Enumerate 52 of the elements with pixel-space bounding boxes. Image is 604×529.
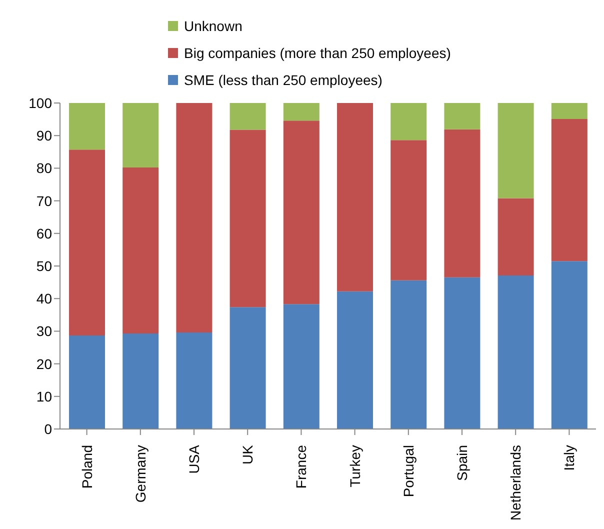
bar xyxy=(122,168,159,334)
bar xyxy=(283,120,320,304)
y-tick-label: 10 xyxy=(36,388,52,404)
y-tick-label: 0 xyxy=(44,420,52,437)
y-tick-label: 50 xyxy=(36,258,52,274)
bar xyxy=(230,103,266,130)
bar xyxy=(551,103,588,119)
x-tick-label: Portugal xyxy=(400,445,416,498)
bar xyxy=(337,291,373,429)
bar xyxy=(122,333,159,429)
bar xyxy=(390,280,427,429)
bar xyxy=(283,103,320,121)
y-tick-label: 30 xyxy=(36,323,52,340)
legend-label: Big companies (more than 250 employees) xyxy=(184,44,451,60)
bar xyxy=(551,261,588,429)
legend-label: Unknown xyxy=(184,18,242,34)
bar xyxy=(69,103,105,150)
y-tick-label: 90 xyxy=(36,128,52,144)
x-tick-label: USA xyxy=(186,444,202,474)
bar xyxy=(444,277,480,429)
bar xyxy=(444,103,480,130)
bar xyxy=(283,304,320,429)
bar xyxy=(498,103,534,198)
bar xyxy=(69,150,105,336)
x-tick-label: Spain xyxy=(454,445,470,481)
bar xyxy=(176,103,212,333)
bar xyxy=(230,307,266,429)
x-tick-label: Poland xyxy=(78,445,95,489)
x-tick-label: Germany xyxy=(132,445,148,503)
x-tick-label: Netherlands xyxy=(508,445,524,520)
bar xyxy=(230,130,266,308)
bar xyxy=(337,103,373,292)
y-tick-label: 70 xyxy=(36,192,52,209)
x-tick-label: UK xyxy=(240,444,256,464)
bar xyxy=(122,103,159,168)
bar xyxy=(551,118,588,262)
bar xyxy=(390,140,427,280)
y-tick-label: 60 xyxy=(36,225,52,242)
bar xyxy=(498,198,534,276)
y-tick-label: 40 xyxy=(36,290,52,307)
y-tick-label: 80 xyxy=(36,160,52,176)
bar xyxy=(444,129,480,278)
x-tick-label: Turkey xyxy=(346,445,363,488)
y-tick-label: 20 xyxy=(36,356,52,372)
y-tick-label: 100 xyxy=(28,94,52,111)
bar xyxy=(390,103,427,140)
bar xyxy=(69,335,105,429)
legend-label: SME (less than 250 employees) xyxy=(184,72,382,88)
x-tick-label: France xyxy=(293,444,310,489)
bar xyxy=(498,275,534,429)
bar xyxy=(176,332,212,429)
x-tick-label: Italy xyxy=(561,445,578,471)
